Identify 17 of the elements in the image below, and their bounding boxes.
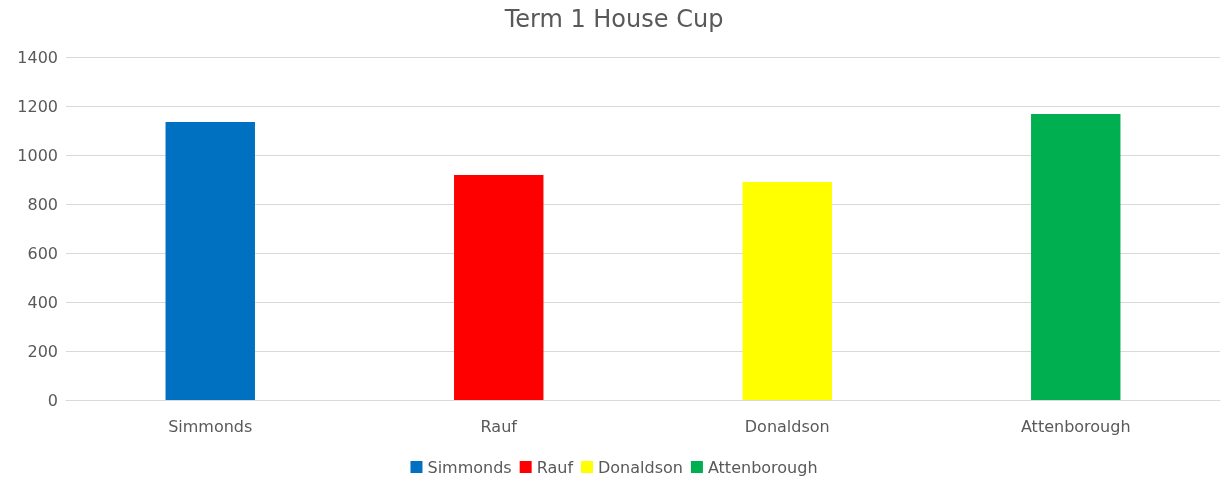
x-tick-label: Attenborough bbox=[1020, 416, 1131, 436]
y-tick-label: 1400 bbox=[17, 47, 58, 67]
x-tick-label: Simmonds bbox=[168, 416, 253, 436]
legend-label: Attenborough bbox=[707, 457, 818, 477]
y-tick-label: 600 bbox=[27, 243, 58, 263]
y-tick-label: 1200 bbox=[17, 96, 58, 116]
legend-label: Simmonds bbox=[427, 457, 512, 477]
y-tick-label: 800 bbox=[27, 194, 58, 214]
y-tick-label: 200 bbox=[27, 341, 58, 361]
x-tick-label: Donaldson bbox=[744, 416, 830, 436]
legend-label: Rauf bbox=[536, 457, 574, 477]
y-tick-label: 1000 bbox=[17, 145, 58, 165]
y-tick-label: 400 bbox=[27, 292, 58, 312]
chart-title: Term 1 House Cup bbox=[503, 5, 724, 33]
y-tick-label: 0 bbox=[47, 390, 58, 410]
legend-label: Donaldson bbox=[598, 457, 683, 477]
x-tick-label: Rauf bbox=[480, 416, 518, 436]
